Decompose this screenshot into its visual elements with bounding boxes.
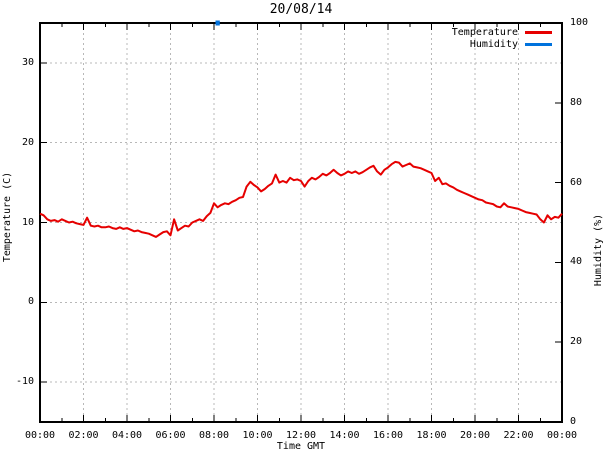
x-tick-label: 16:00: [372, 430, 404, 441]
y-left-tick-label: -10: [15, 376, 34, 388]
x-tick-label: 06:00: [155, 430, 186, 441]
y-right-tick-label: 80: [570, 96, 583, 108]
x-axis-label: Time GMT: [276, 441, 326, 452]
y-right-tick-label: 60: [570, 176, 583, 188]
x-tick-label: 18:00: [416, 430, 447, 441]
x-tick-label: 08:00: [198, 430, 230, 441]
y-left-tick-label: 20: [21, 136, 34, 148]
legend-label-temperature: Temperature: [451, 27, 518, 38]
x-tick-label: 02:00: [68, 430, 99, 441]
y-right-tick-label: 0: [570, 416, 577, 427]
plot-border: [39, 22, 563, 423]
y-left-tick-label: 0: [27, 296, 34, 308]
chart-title: 20/08/14: [269, 2, 333, 17]
y-right-tick-label: 20: [570, 336, 583, 348]
y-right-tick-label: 100: [570, 17, 589, 28]
y-right-tick-label: 40: [570, 256, 583, 268]
legend-line-humidity-icon: [525, 43, 552, 46]
series-temperature: [39, 160, 563, 238]
y-left-tick-label: 30: [21, 56, 34, 68]
legend-label-humidity: Humidity: [469, 39, 518, 50]
x-tick-label: 20:00: [459, 430, 491, 441]
x-tick-label: 12:00: [285, 430, 317, 441]
legend-line-temperature-icon: [525, 31, 552, 34]
x-tick-label: 00:00: [24, 430, 56, 441]
x-tick-label: 14:00: [329, 430, 360, 441]
y-axis-label-humidity: Humidity (%): [593, 213, 604, 287]
x-tick-label: 04:00: [111, 430, 143, 441]
y-left-tick-label: 10: [21, 216, 34, 228]
x-tick-label: 10:00: [242, 430, 273, 441]
x-tick-label: 00:00: [546, 430, 578, 441]
x-tick-label: 22:00: [503, 430, 534, 441]
